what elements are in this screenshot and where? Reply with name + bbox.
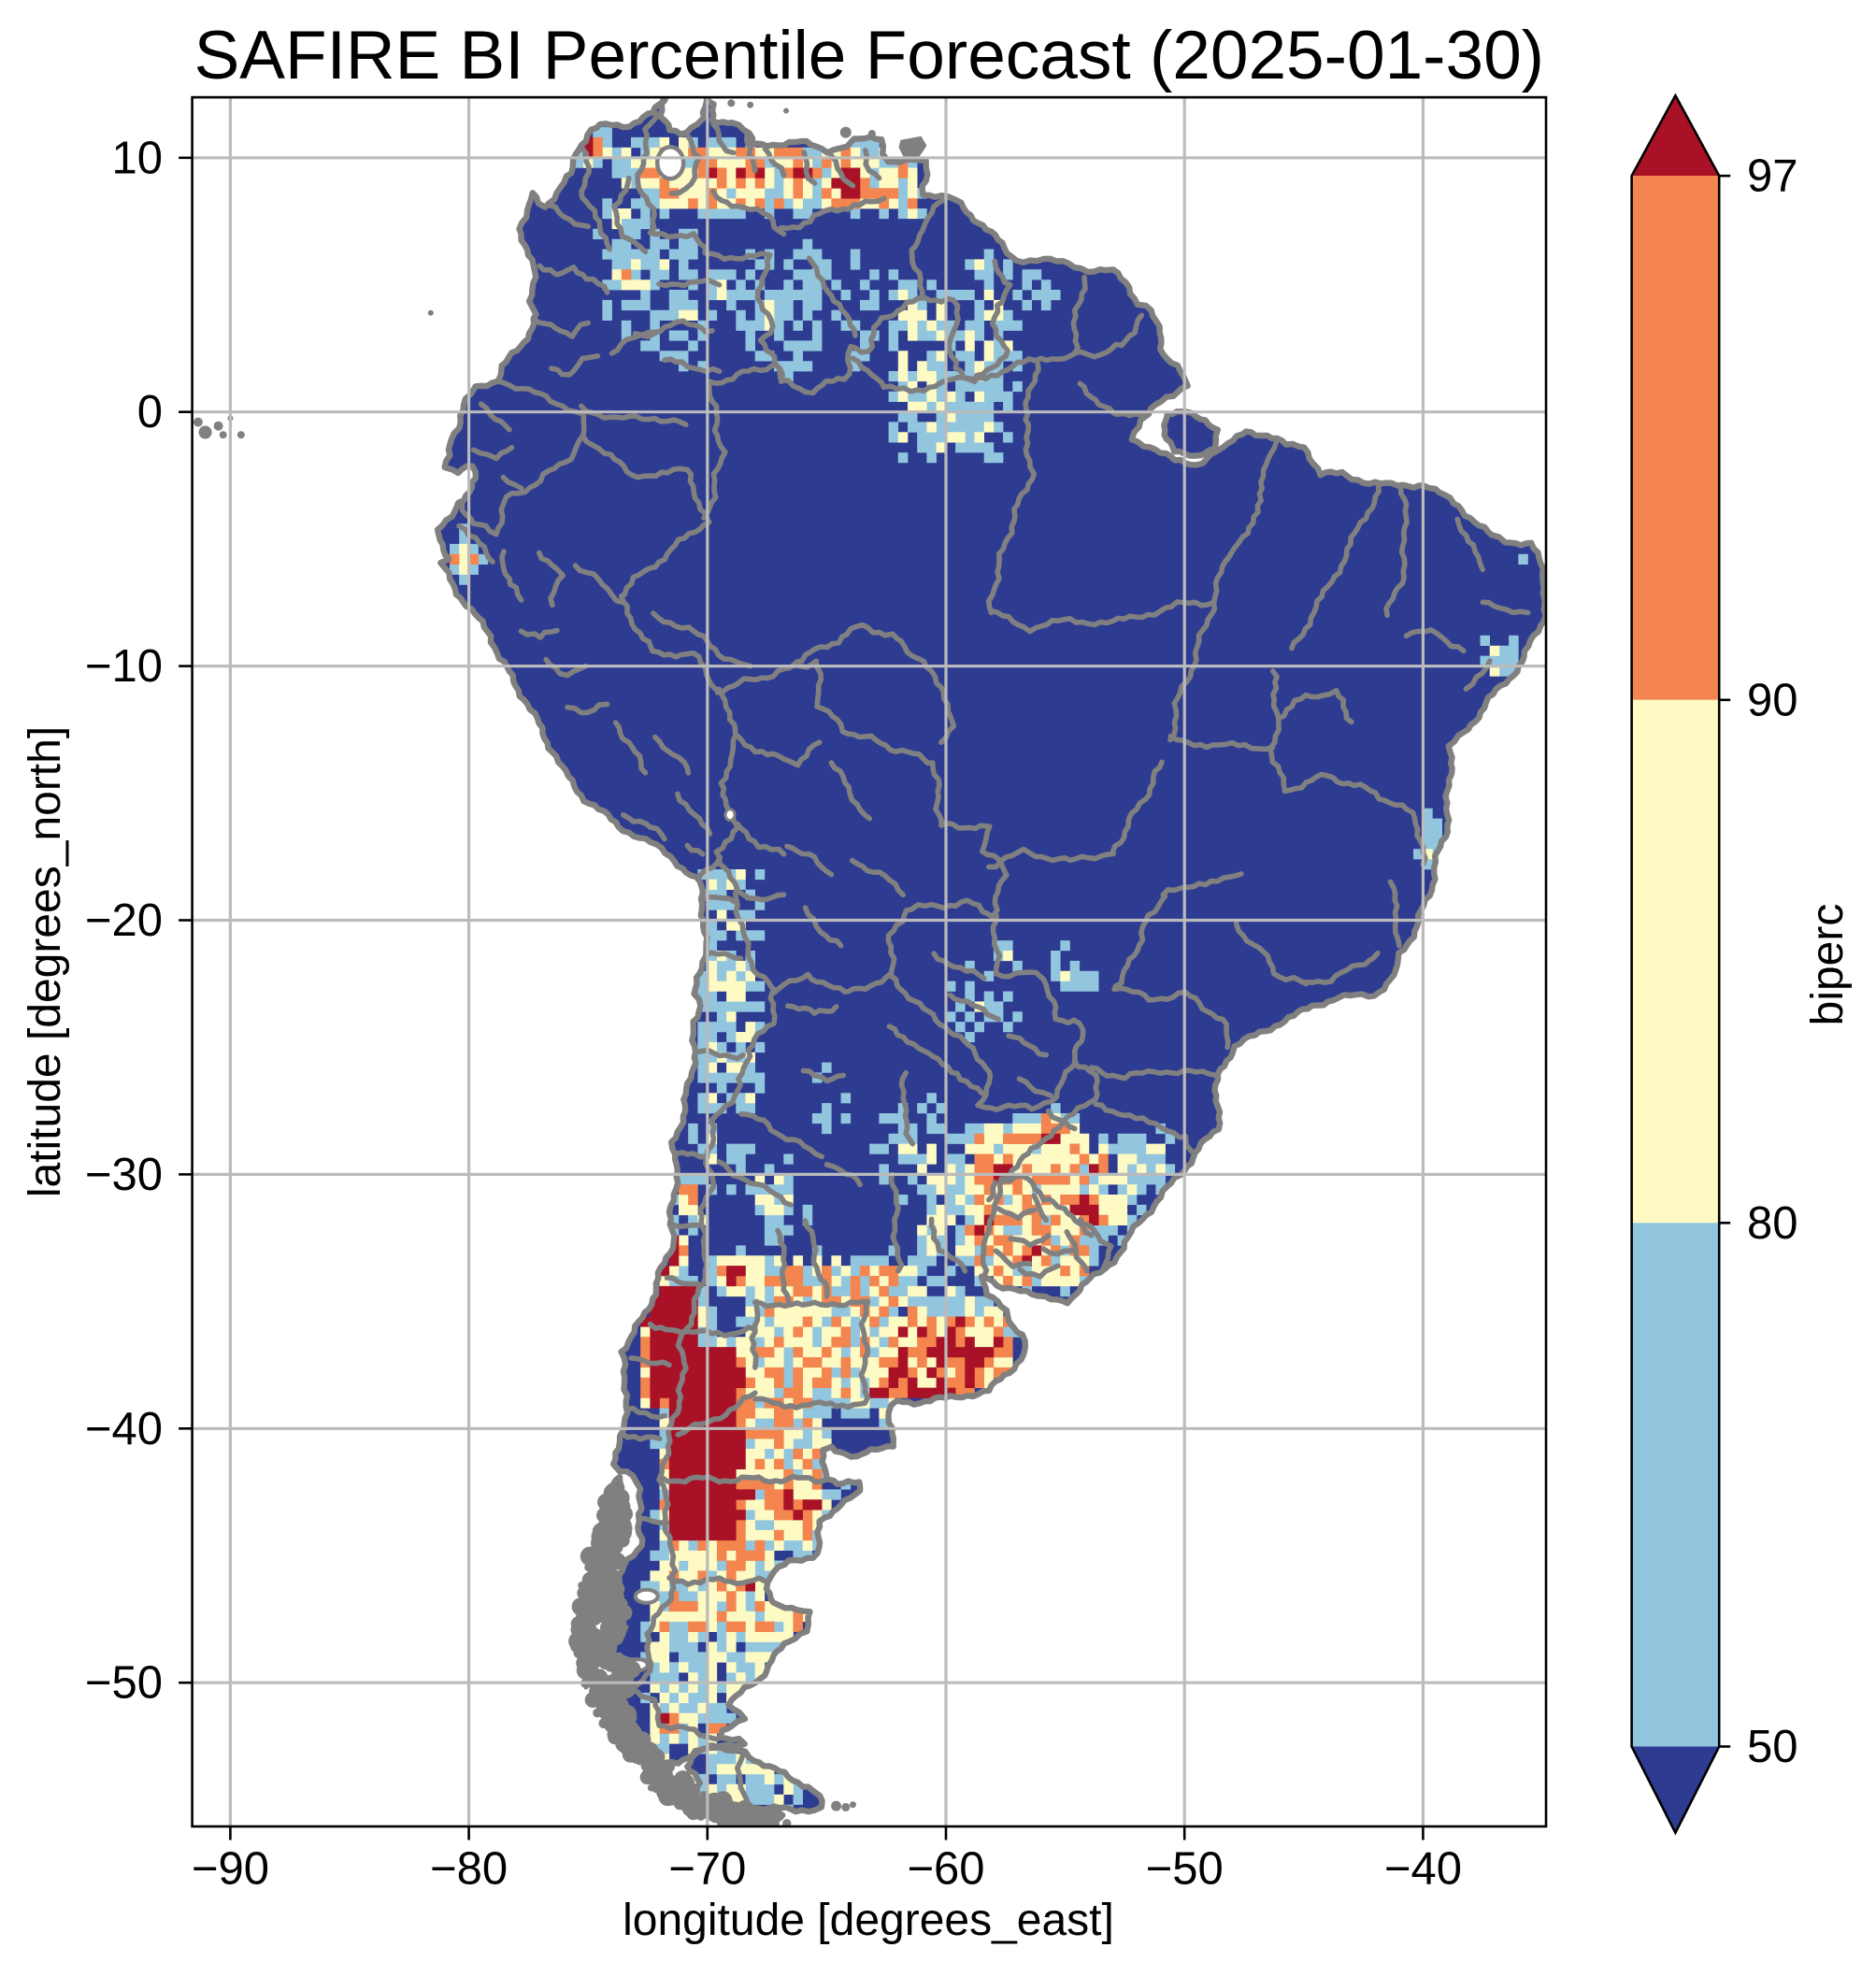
svg-text:biperc: biperc	[1803, 904, 1853, 1026]
svg-text:−70: −70	[668, 1844, 746, 1895]
svg-text:SAFIRE BI Percentile Forecast: SAFIRE BI Percentile Forecast (2025-01-3…	[194, 18, 1544, 93]
svg-text:80: 80	[1747, 1198, 1798, 1249]
svg-text:50: 50	[1747, 1722, 1798, 1772]
svg-text:−20: −20	[85, 895, 163, 946]
svg-text:−30: −30	[85, 1150, 163, 1200]
svg-text:−50: −50	[1146, 1844, 1224, 1895]
svg-text:−60: −60	[907, 1844, 984, 1895]
svg-text:−10: −10	[85, 641, 163, 692]
svg-text:−50: −50	[85, 1658, 163, 1709]
svg-text:longitude [degrees_east]: longitude [degrees_east]	[623, 1896, 1114, 1945]
svg-text:0: 0	[137, 387, 163, 437]
svg-text:97: 97	[1747, 151, 1798, 202]
svg-text:−90: −90	[192, 1844, 269, 1895]
svg-text:10: 10	[111, 133, 163, 183]
svg-text:−40: −40	[85, 1404, 163, 1454]
svg-text:−40: −40	[1384, 1844, 1462, 1895]
svg-text:90: 90	[1747, 675, 1798, 725]
svg-text:−80: −80	[430, 1844, 508, 1895]
svg-text:latitude [degrees_north]: latitude [degrees_north]	[21, 726, 70, 1197]
